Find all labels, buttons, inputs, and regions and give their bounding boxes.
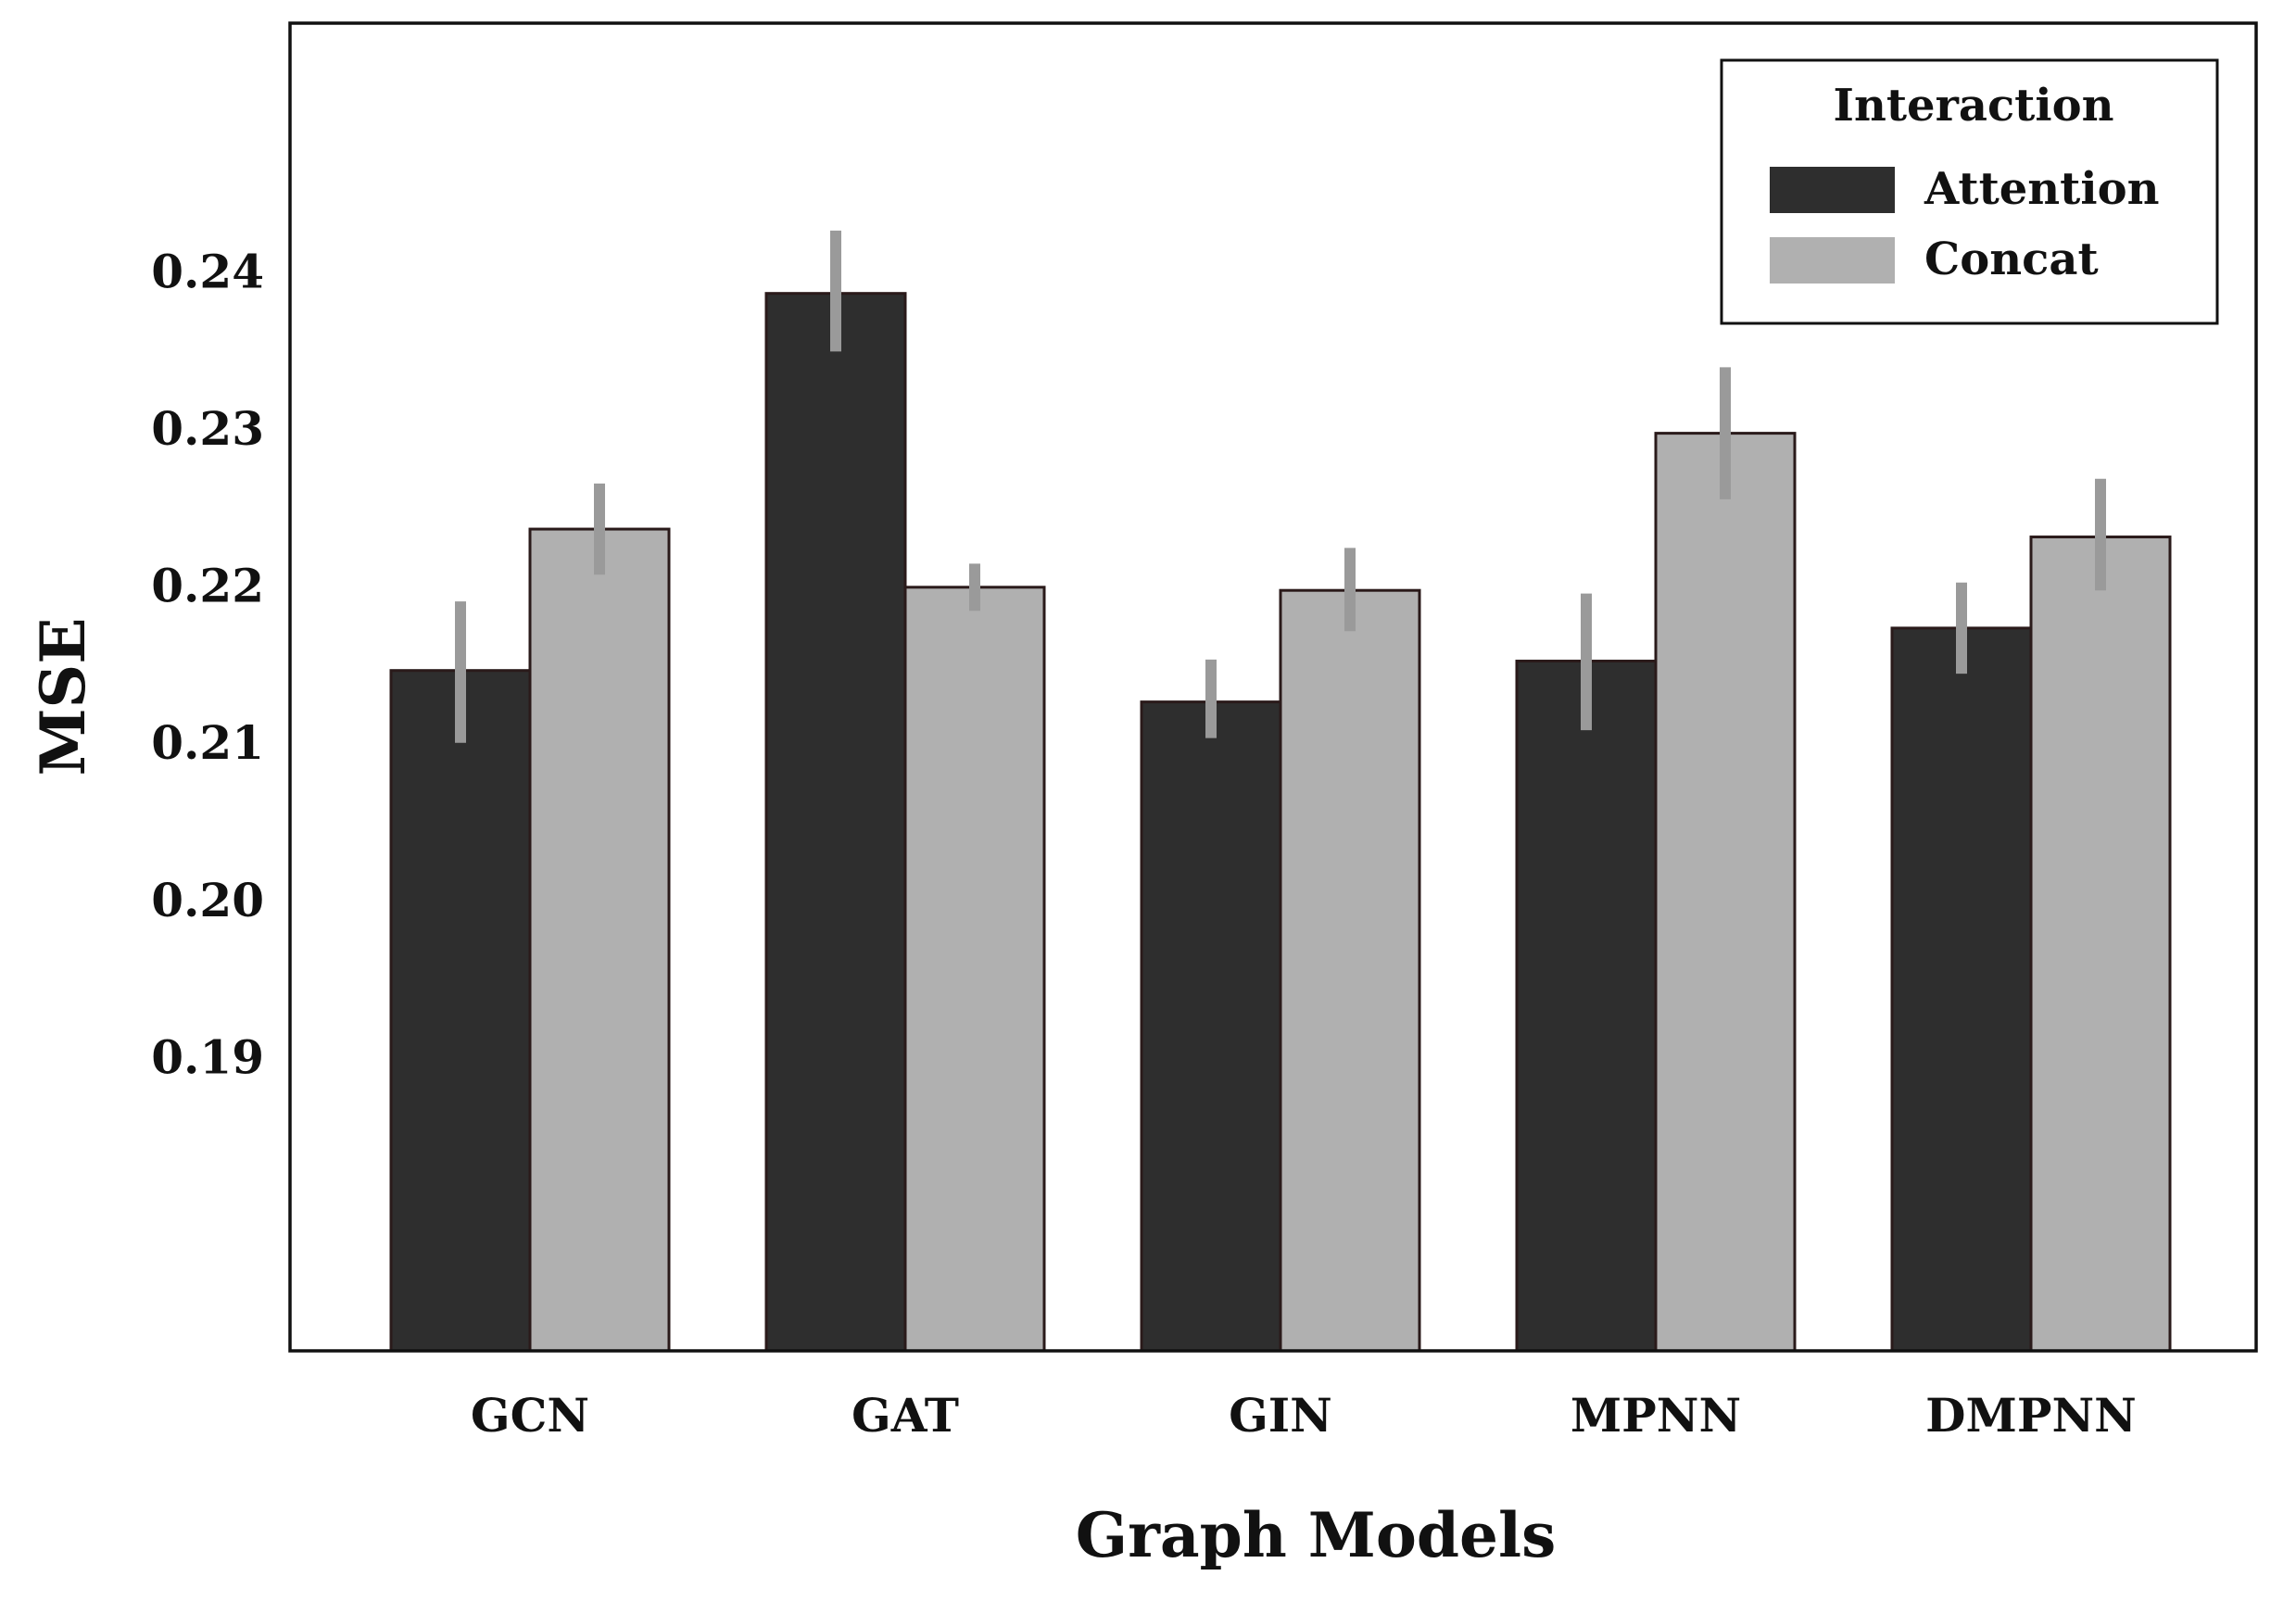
y-tick-label: 0.19 (151, 1029, 264, 1084)
bar-gin-concat (1279, 588, 1421, 1353)
bar-gat-attention (764, 292, 907, 1353)
bar-gin-attention (1140, 700, 1282, 1353)
bar-dmpnn-concat (2029, 536, 2172, 1353)
y-tick-label: 0.22 (151, 559, 264, 613)
x-axis-title: Graph Models (1076, 1499, 1556, 1571)
bar-gat-concat (903, 586, 1046, 1353)
legend-title: Interaction (1834, 80, 2114, 132)
error-bars-layer (455, 230, 2106, 743)
x-tick-label-gin: GIN (1229, 1388, 1332, 1443)
legend-swatch-concat (1770, 237, 1895, 284)
bar-gcn-attention (389, 669, 532, 1353)
y-tick-label: 0.24 (151, 244, 264, 298)
bars-layer (389, 292, 2172, 1353)
x-tick-label-mpnn: MPNN (1571, 1388, 1741, 1443)
legend: Interaction Attention Concat (1720, 58, 2219, 325)
x-tick-labels: GCN GAT GIN MPNN DMPNN (471, 1388, 2137, 1443)
y-tick-label: 0.21 (151, 715, 264, 770)
y-tick-label: 0.23 (151, 401, 264, 456)
bar-gcn-concat (528, 527, 671, 1353)
bar-mpnn-attention (1515, 660, 1658, 1353)
bar-mpnn-concat (1654, 432, 1797, 1353)
y-axis-title: MSE (27, 617, 99, 775)
legend-label-attention: Attention (1924, 163, 2160, 215)
plot-frame (288, 21, 2258, 1353)
y-tick-label: 0.20 (151, 873, 264, 927)
legend-label-concat: Concat (1924, 233, 2099, 285)
x-tick-label-gat: GAT (852, 1388, 959, 1443)
legend-swatch-attention (1770, 167, 1895, 213)
y-tick-labels: 0.19 0.20 0.21 0.22 0.23 0.24 (151, 244, 264, 1084)
bar-dmpnn-attention (1890, 626, 2033, 1353)
x-tick-label-gcn: GCN (471, 1388, 589, 1443)
x-tick-label-dmpnn: DMPNN (1925, 1388, 2137, 1443)
